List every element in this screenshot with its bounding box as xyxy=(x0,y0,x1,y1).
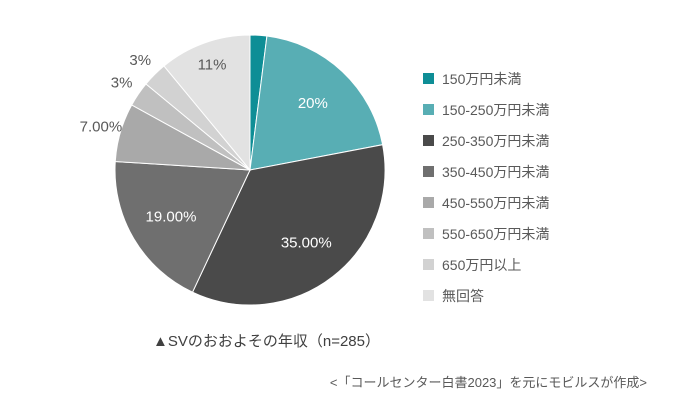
legend-swatch-4 xyxy=(423,197,434,208)
pie-slice-2 xyxy=(191,144,386,306)
data-label-2: 35.00% xyxy=(281,235,332,252)
legend-item-2: 250-350万円未満 xyxy=(423,125,549,156)
data-label-7: 11% xyxy=(198,57,227,74)
legend-label-5: 550-650万円未満 xyxy=(442,225,550,242)
legend-item-6: 650万円以上 xyxy=(423,249,549,280)
data-label-3: 19.00% xyxy=(146,209,197,226)
pie-slice-7 xyxy=(163,34,251,172)
legend-label-3: 350-450万円未満 xyxy=(442,163,550,180)
legend-item-0: 150万円未満 xyxy=(423,63,549,94)
legend-swatch-5 xyxy=(423,228,434,239)
legend-item-5: 550-650万円未満 xyxy=(423,218,549,249)
legend-label-7: 無回答 xyxy=(442,287,484,304)
legend-label-2: 250-350万円未満 xyxy=(442,132,550,149)
legend-item-4: 450-550万円未満 xyxy=(423,187,549,218)
legend-item-7: 無回答 xyxy=(423,280,549,311)
legend-label-6: 650万円以上 xyxy=(442,256,522,273)
legend-label-0: 150万円未満 xyxy=(442,70,522,87)
legend-item-3: 350-450万円未満 xyxy=(423,156,549,187)
data-label-4: 7.00% xyxy=(80,119,123,136)
legend: 150万円未満 150-250万円未満 250-350万円未満 350-450万円未満… xyxy=(423,63,549,311)
legend-swatch-2 xyxy=(423,135,434,146)
source-note: <「コールセンター白書2023」を元にモビルスが作成> xyxy=(329,375,647,390)
pie-slice-1 xyxy=(249,35,384,171)
data-label-5: 3% xyxy=(111,75,133,92)
data-label-6: 3% xyxy=(129,52,151,69)
legend-swatch-7 xyxy=(423,290,434,301)
legend-swatch-6 xyxy=(423,259,434,270)
legend-item-1: 150-250万円未満 xyxy=(423,94,549,125)
pie-slice-3 xyxy=(114,160,251,293)
legend-swatch-3 xyxy=(423,166,434,177)
data-label-1: 20% xyxy=(298,95,328,112)
legend-swatch-1 xyxy=(423,104,434,115)
chart-caption: ▲SVのおおよその年収（n=285） xyxy=(153,333,380,350)
legend-label-1: 150-250万円未満 xyxy=(442,101,550,118)
legend-swatch-0 xyxy=(423,73,434,84)
legend-label-4: 450-550万円未満 xyxy=(442,194,550,211)
